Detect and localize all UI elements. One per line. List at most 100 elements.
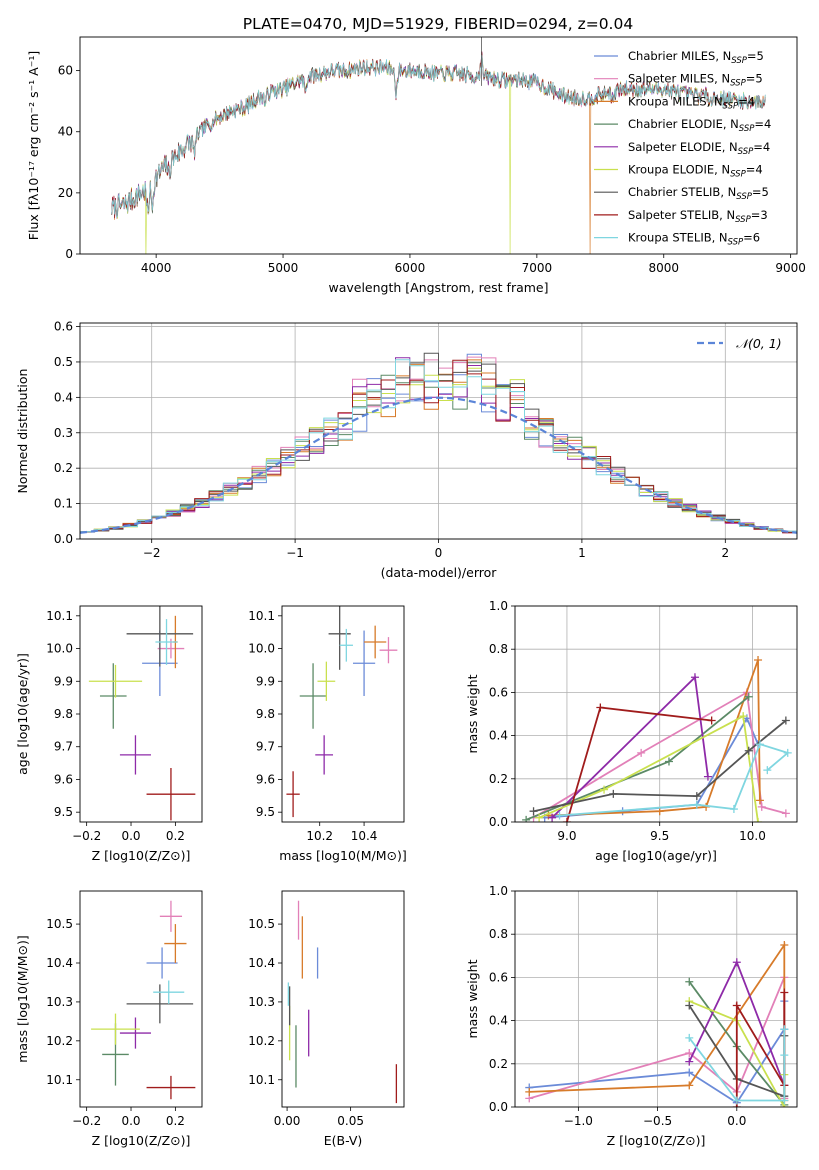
y-tick-label: 10.4 bbox=[248, 956, 275, 970]
y-tick-label: 9.7 bbox=[54, 740, 73, 754]
y-tick-label: 10.0 bbox=[46, 642, 73, 656]
weight-marker-7 bbox=[685, 1001, 694, 1010]
weight-marker-7 bbox=[609, 789, 618, 798]
y-tick-label: 10.1 bbox=[248, 609, 275, 623]
weight-marker-9 bbox=[685, 1033, 694, 1042]
spectrum-line-3 bbox=[111, 55, 766, 254]
weight-marker-8 bbox=[780, 988, 789, 997]
y-tick-label: 0.0 bbox=[489, 815, 508, 829]
panel-mass-vs-EBV: 0.00 0.05 10.1 10.2 10.3 10.4 10.5 E(B-V) bbox=[248, 890, 405, 1148]
y-axis-label: Normed distribution bbox=[15, 369, 30, 494]
weight-marker-3 bbox=[525, 1087, 534, 1096]
weight-marker-2 bbox=[685, 1049, 694, 1057]
y-tick-label: 0.6 bbox=[489, 970, 508, 984]
y-axis-label: Flux [fλ10⁻¹⁷ erg cm⁻² s⁻¹ A⁻¹] bbox=[26, 51, 41, 240]
y-tick-label: 1.0 bbox=[489, 884, 508, 898]
spectrum-line-6 bbox=[111, 55, 766, 254]
weight-marker-4 bbox=[522, 815, 531, 822]
weight-marker-9 bbox=[692, 800, 701, 809]
weight-marker-3 bbox=[780, 941, 789, 949]
weight-marker-7 bbox=[781, 716, 790, 725]
panel-weight-vs-Z: −1.0 −0.5 0.0 0.0 0.2 0.4 0.6 0.8 1.0 Z [log10(Z/… bbox=[465, 884, 798, 1148]
legend-label-9: Kroupa STELIB, NSSP=6 bbox=[628, 231, 760, 248]
weight-marker-4 bbox=[664, 757, 673, 766]
weight-marker-9 bbox=[780, 1096, 789, 1105]
y-tick-label: 0.2 bbox=[489, 772, 508, 786]
legend-label-5: Salpeter ELODIE, NSSP=4 bbox=[628, 140, 770, 157]
weight-marker-6 bbox=[754, 818, 763, 822]
plot-area bbox=[91, 900, 196, 1100]
y-tick-label: 10.1 bbox=[248, 1073, 275, 1087]
legend-label-7: Chabrier STELIB, NSSP=5 bbox=[628, 185, 769, 202]
x-tick-label: −0.2 bbox=[72, 829, 101, 843]
weight-marker-9 bbox=[763, 766, 772, 775]
x-tick-label: 0.0 bbox=[727, 1114, 746, 1128]
x-tick-label: −2 bbox=[143, 546, 161, 560]
spectrum-line-9 bbox=[111, 55, 766, 219]
y-tick-label: 9.7 bbox=[256, 740, 275, 754]
weight-line-8 bbox=[735, 992, 786, 1107]
x-axis-label: wavelength [Angstrom, rest frame] bbox=[328, 280, 548, 295]
weight-marker-3 bbox=[755, 796, 764, 805]
weight-marker-5 bbox=[690, 673, 699, 682]
x-tick-label: 6000 bbox=[395, 261, 426, 275]
x-axis-label: age [log10(age/yr)] bbox=[595, 848, 717, 863]
weight-marker-3 bbox=[685, 1081, 694, 1090]
weight-marker-6 bbox=[739, 712, 748, 721]
panels: 4000 5000 6000 7000 8000 90000204060wavelengt… bbox=[15, 36, 806, 1148]
legend-label-2: Salpeter MILES, NSSP=5 bbox=[628, 72, 763, 89]
weight-marker-9 bbox=[555, 811, 564, 820]
y-tick-label: 9.5 bbox=[256, 805, 275, 819]
x-tick-label: −0.2 bbox=[72, 1114, 101, 1128]
x-axis-label: (data-model)/error bbox=[381, 565, 498, 580]
legend-label-8: Salpeter STELIB, NSSP=3 bbox=[628, 208, 768, 225]
y-tick-label: 10.0 bbox=[248, 642, 275, 656]
plot-area bbox=[286, 606, 398, 818]
x-tick-label: −0.5 bbox=[643, 1114, 672, 1128]
y-tick-label: 0 bbox=[65, 247, 73, 261]
weight-marker-7 bbox=[744, 746, 753, 755]
x-tick-label: 8000 bbox=[648, 261, 679, 275]
axes-frame bbox=[281, 605, 405, 823]
y-axis-label: age [log10(age/yr)] bbox=[15, 653, 30, 775]
weight-marker-8 bbox=[707, 716, 716, 725]
y-tick-label: 20 bbox=[58, 186, 73, 200]
y-tick-label: 9.9 bbox=[54, 674, 73, 688]
axes-frame bbox=[79, 322, 798, 540]
plot-area bbox=[111, 37, 766, 254]
y-tick-label: 0.8 bbox=[489, 642, 508, 656]
weight-line-9 bbox=[559, 743, 790, 817]
x-tick-label: 0.2 bbox=[166, 829, 185, 843]
weight-marker-9 bbox=[732, 1096, 741, 1105]
y-tick-label: 10.2 bbox=[248, 1034, 275, 1048]
weight-marker-3 bbox=[655, 807, 664, 816]
plot-area bbox=[522, 656, 792, 822]
panel-mass-vs-Z: −0.2 0.0 0.2 10.1 10.2 10.3 10.4 10.5 Z [log10(Z… bbox=[15, 890, 203, 1148]
y-tick-label: 9.6 bbox=[256, 772, 275, 786]
x-tick-label: −1 bbox=[286, 546, 304, 560]
y-tick-label: 1.0 bbox=[489, 599, 508, 613]
weight-marker-4 bbox=[685, 977, 694, 986]
weight-marker-8 bbox=[562, 818, 571, 822]
x-axis-label: Z [log10(Z/Z⊙)] bbox=[92, 1133, 191, 1148]
weight-marker-8 bbox=[732, 1001, 741, 1010]
weight-marker-3 bbox=[754, 656, 763, 664]
weight-marker-8 bbox=[596, 703, 605, 712]
weight-marker-9 bbox=[729, 805, 738, 814]
weight-line-3 bbox=[548, 659, 761, 817]
x-axis-label: Z [log10(Z/Z⊙)] bbox=[607, 1133, 706, 1148]
x-tick-label: 9000 bbox=[775, 261, 806, 275]
y-tick-label: 0.6 bbox=[489, 685, 508, 699]
weight-marker-9 bbox=[755, 740, 764, 749]
x-tick-label: −1.0 bbox=[564, 1114, 593, 1128]
weight-marker-2 bbox=[757, 802, 766, 811]
y-tick-label: 10.5 bbox=[46, 917, 73, 931]
axes-frame bbox=[79, 36, 798, 255]
axes-frame bbox=[514, 605, 798, 823]
plot-area bbox=[88, 606, 196, 821]
x-tick-label: 0.00 bbox=[274, 1114, 301, 1128]
histogram-series-9 bbox=[80, 359, 797, 539]
x-tick-label: 0.2 bbox=[166, 1114, 185, 1128]
y-tick-label: 10.4 bbox=[46, 956, 73, 970]
